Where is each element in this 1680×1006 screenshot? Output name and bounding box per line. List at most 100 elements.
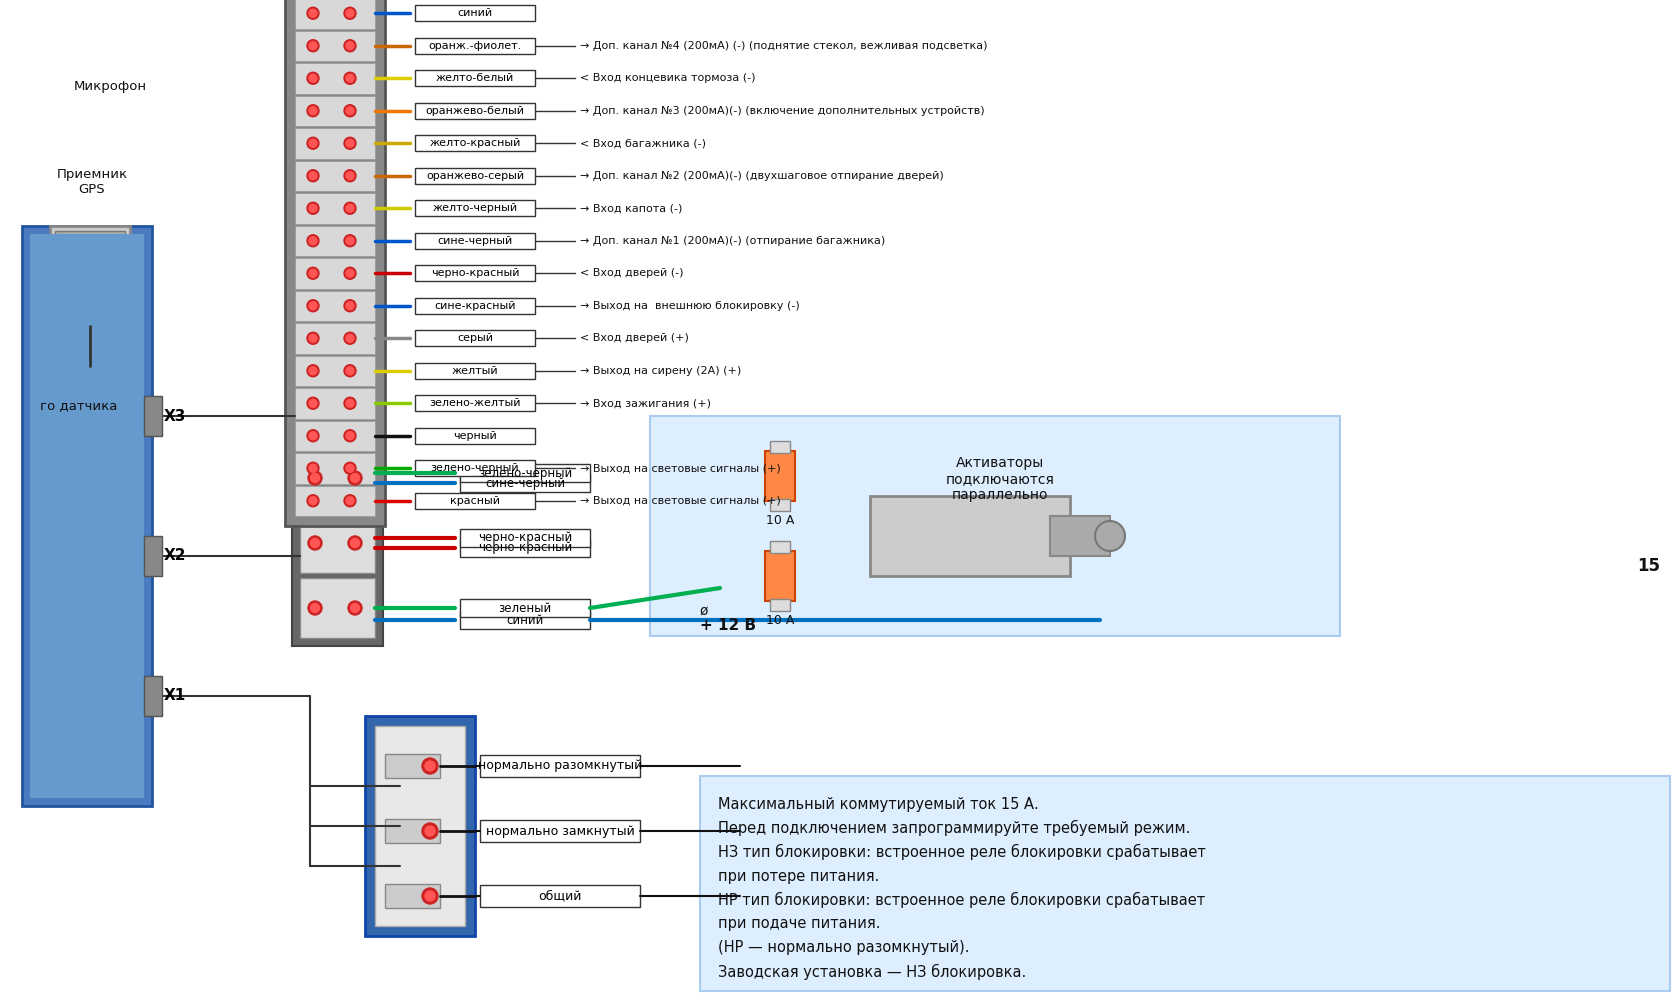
Text: черно-красный: черно-красный <box>477 541 571 554</box>
Circle shape <box>309 399 318 407</box>
Circle shape <box>307 300 319 312</box>
Text: (НР — нормально разомкнутый).: (НР — нормально разомкнутый). <box>717 941 969 956</box>
Circle shape <box>346 367 354 375</box>
Text: серый: серый <box>457 333 492 343</box>
Bar <box>30 234 144 798</box>
Circle shape <box>344 430 356 442</box>
Bar <box>375 726 465 926</box>
Bar <box>294 486 375 516</box>
Bar <box>764 551 795 601</box>
Bar <box>769 541 790 553</box>
Text: < Вход концевика тормоза (-): < Вход концевика тормоза (-) <box>580 73 754 83</box>
Bar <box>294 30 375 61</box>
Bar <box>460 611 590 629</box>
Text: НЗ тип блокировки: встроенное реле блокировки срабатывает: НЗ тип блокировки: встроенное реле блоки… <box>717 844 1205 860</box>
Bar <box>415 363 534 378</box>
Circle shape <box>309 139 318 147</box>
Circle shape <box>307 40 319 51</box>
Bar <box>299 513 375 573</box>
Circle shape <box>346 497 354 505</box>
Text: черный: черный <box>454 431 497 441</box>
Bar <box>415 428 534 444</box>
Bar <box>385 819 440 843</box>
Circle shape <box>307 601 323 615</box>
Circle shape <box>311 538 319 547</box>
Circle shape <box>307 268 319 280</box>
Circle shape <box>307 170 319 182</box>
Bar <box>460 474 590 492</box>
Circle shape <box>351 474 360 483</box>
Text: оранжево-белый: оранжево-белый <box>425 106 524 116</box>
Circle shape <box>344 7 356 19</box>
Circle shape <box>344 202 356 214</box>
Text: → Выход на  внешнюю блокировку (-): → Выход на внешнюю блокировку (-) <box>580 301 800 311</box>
Bar <box>294 388 375 418</box>
Bar <box>1050 516 1109 556</box>
Text: 15: 15 <box>1636 557 1660 575</box>
Circle shape <box>346 107 354 115</box>
Bar <box>769 599 790 611</box>
Circle shape <box>309 432 318 440</box>
Text: при потере питания.: при потере питания. <box>717 868 879 883</box>
Text: сине-черный: сине-черный <box>484 477 564 490</box>
Circle shape <box>307 397 319 409</box>
Circle shape <box>346 334 354 342</box>
Text: Микрофон: Микрофон <box>74 79 146 93</box>
Circle shape <box>307 234 319 246</box>
Bar <box>460 464 590 482</box>
Text: черно-красный: черно-красный <box>477 531 571 544</box>
Bar <box>769 441 790 453</box>
Text: го датчика: го датчика <box>40 399 118 412</box>
Text: 10 А: 10 А <box>766 615 793 628</box>
Bar <box>415 135 534 151</box>
Bar <box>415 493 534 509</box>
Bar <box>415 38 534 53</box>
Bar <box>365 716 475 936</box>
Circle shape <box>425 826 435 836</box>
Text: синий: синий <box>457 8 492 18</box>
Text: синий: синий <box>506 614 543 627</box>
Bar <box>870 496 1070 576</box>
Bar <box>294 193 375 223</box>
Bar <box>385 754 440 778</box>
Bar <box>460 599 590 617</box>
Circle shape <box>309 172 318 180</box>
Text: красный: красный <box>450 496 499 506</box>
Circle shape <box>344 462 356 474</box>
Circle shape <box>348 536 361 550</box>
Circle shape <box>309 74 318 82</box>
Circle shape <box>309 302 318 310</box>
Text: → Выход на световые сигналы (+): → Выход на световые сигналы (+) <box>580 496 780 506</box>
Bar <box>294 161 375 191</box>
Bar <box>299 578 375 638</box>
Circle shape <box>346 464 354 472</box>
Bar <box>294 291 375 321</box>
Text: желто-красный: желто-красный <box>428 138 521 148</box>
Circle shape <box>309 334 318 342</box>
Text: → Вход капота (-): → Вход капота (-) <box>580 203 682 213</box>
Text: сине-черный: сине-черный <box>437 235 512 245</box>
Text: < Вход багажника (-): < Вход багажника (-) <box>580 138 706 148</box>
Circle shape <box>344 300 356 312</box>
Bar <box>415 395 534 411</box>
Circle shape <box>351 604 360 613</box>
Bar <box>294 453 375 484</box>
Text: Перед подключением запрограммируйте требуемый режим.: Перед подключением запрограммируйте треб… <box>717 820 1189 836</box>
Bar <box>294 128 375 159</box>
Circle shape <box>309 236 318 244</box>
Text: → Выход на световые сигналы (+): → Выход на световые сигналы (+) <box>580 463 780 473</box>
Circle shape <box>346 9 354 17</box>
Circle shape <box>307 105 319 117</box>
Bar <box>415 266 534 282</box>
Text: желтый: желтый <box>452 366 497 376</box>
Circle shape <box>346 399 354 407</box>
Bar <box>294 258 375 289</box>
Circle shape <box>346 74 354 82</box>
Bar <box>294 0 375 28</box>
Bar <box>769 499 790 511</box>
Bar <box>294 355 375 386</box>
Text: при подаче питания.: при подаче питания. <box>717 916 880 932</box>
Bar <box>650 416 1339 636</box>
Bar <box>294 225 375 256</box>
Circle shape <box>346 172 354 180</box>
